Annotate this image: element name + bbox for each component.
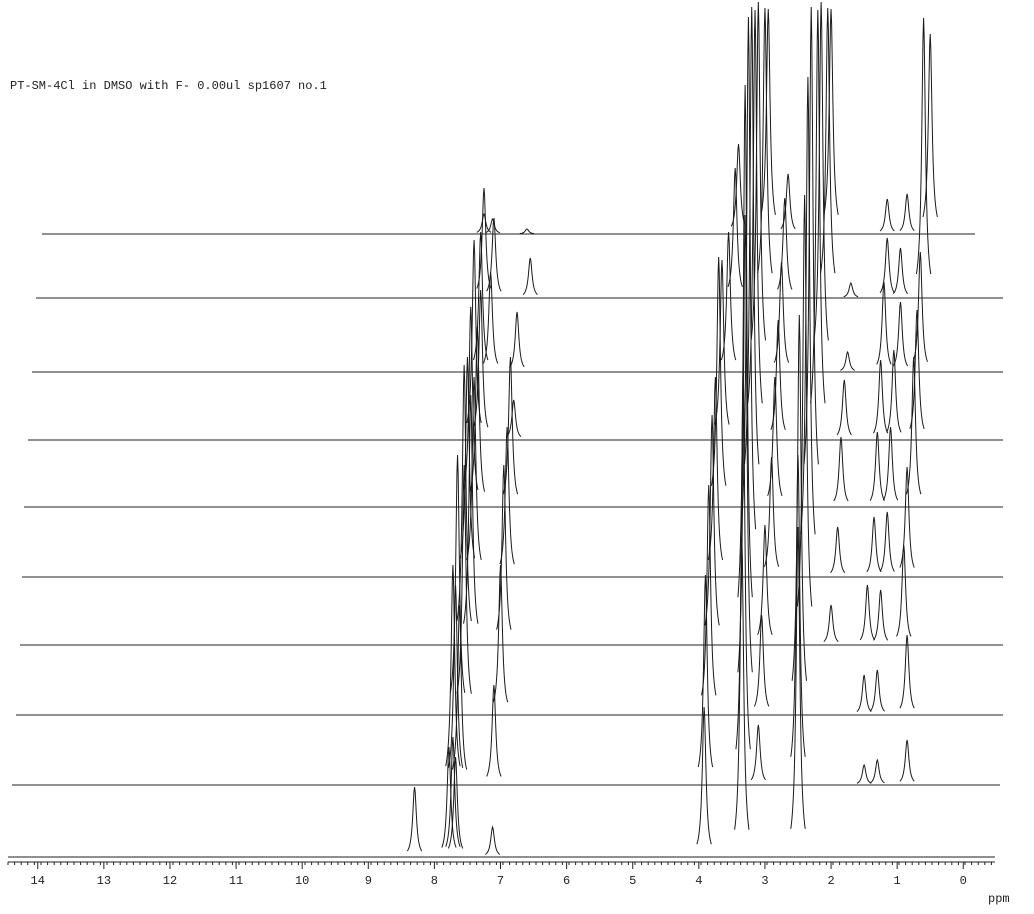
peak — [485, 827, 499, 854]
peak — [873, 360, 887, 433]
peak — [407, 787, 421, 851]
peak — [877, 282, 891, 364]
peak — [906, 357, 920, 494]
peak — [873, 590, 887, 640]
chart-title: PT-SM-4Cl in DMSO with F- 0.00ul sp1607 … — [10, 79, 327, 93]
peak — [867, 517, 881, 572]
peak — [880, 238, 894, 293]
peak — [857, 675, 871, 712]
peak — [900, 740, 914, 781]
peak — [791, 527, 805, 829]
peak — [916, 18, 930, 274]
x-tick-label: 7 — [497, 874, 504, 888]
peak — [900, 467, 914, 568]
x-axis-label: ppm — [988, 892, 1010, 906]
x-tick-label: 10 — [295, 874, 309, 888]
peak — [893, 302, 907, 366]
peak — [520, 229, 534, 234]
peak — [774, 262, 788, 363]
peak — [523, 258, 537, 295]
peak — [758, 525, 772, 635]
peak — [897, 545, 911, 636]
chart: PT-SM-4Cl in DMSO with F- 0.00ul sp1607 … — [0, 0, 1034, 914]
x-tick-label: 2 — [827, 874, 834, 888]
peak — [887, 350, 901, 432]
x-tick-label: 14 — [31, 874, 45, 888]
peak — [837, 380, 851, 435]
peak — [860, 585, 874, 640]
peak — [751, 725, 765, 780]
x-tick-label: 12 — [163, 874, 177, 888]
peak — [754, 615, 768, 706]
x-tick-label: 3 — [761, 874, 768, 888]
peak — [870, 760, 884, 783]
x-tick-label: 1 — [894, 874, 901, 888]
peak — [870, 432, 884, 501]
x-tick-label: 11 — [229, 874, 243, 888]
x-tick-label: 5 — [629, 874, 636, 888]
peak — [893, 248, 907, 294]
peak — [857, 765, 871, 783]
peak — [824, 605, 838, 642]
peak — [781, 174, 795, 229]
x-tick-label: 8 — [431, 874, 438, 888]
peak — [900, 635, 914, 708]
peak — [880, 512, 894, 571]
peak — [900, 194, 914, 231]
x-tick-label: 4 — [695, 874, 702, 888]
x-tick-label: 9 — [365, 874, 372, 888]
peak — [880, 199, 894, 231]
x-tick-label: 0 — [960, 874, 967, 888]
peak — [830, 527, 844, 573]
x-tick-label: 13 — [97, 874, 111, 888]
peak — [834, 437, 848, 501]
peak — [844, 283, 858, 297]
peak — [883, 427, 897, 500]
x-tick-label: 6 — [563, 874, 570, 888]
peak — [840, 352, 854, 370]
peak — [510, 312, 524, 367]
peak — [870, 670, 884, 711]
